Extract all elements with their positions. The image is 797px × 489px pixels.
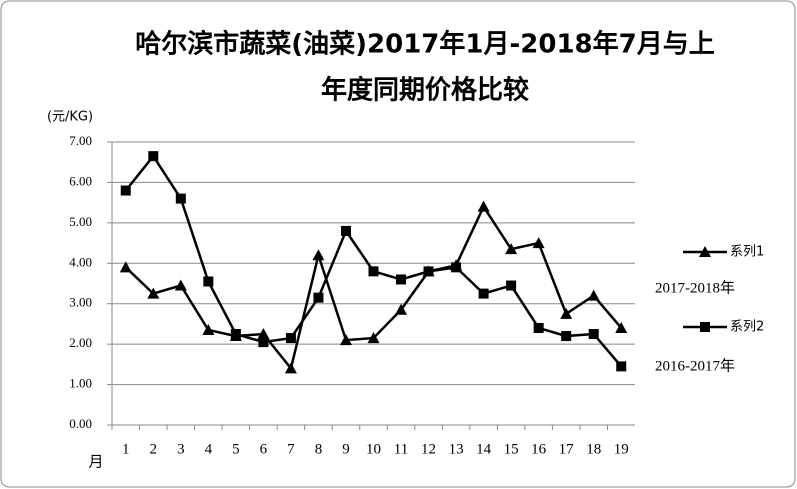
marker bbox=[119, 261, 132, 273]
marker bbox=[203, 276, 214, 287]
marker bbox=[505, 243, 518, 255]
legend-label: 系列1 bbox=[730, 245, 764, 260]
x-tick-label: 12 bbox=[421, 441, 436, 457]
y-tick-label: 1.00 bbox=[69, 376, 92, 391]
marker bbox=[340, 225, 351, 236]
x-tick-label: 9 bbox=[342, 441, 350, 457]
marker bbox=[284, 362, 297, 374]
x-tick-label: 13 bbox=[449, 441, 464, 457]
chart-title: 年度同期价格比较 bbox=[321, 75, 529, 106]
marker bbox=[700, 322, 710, 332]
marker bbox=[147, 287, 160, 299]
x-tick-label: 11 bbox=[394, 441, 408, 457]
marker bbox=[395, 303, 408, 315]
y-tick-label: 2.00 bbox=[69, 335, 92, 350]
marker bbox=[587, 289, 600, 301]
marker bbox=[616, 361, 627, 372]
marker bbox=[423, 266, 434, 277]
x-tick-label: 19 bbox=[614, 441, 629, 457]
marker bbox=[230, 329, 241, 340]
y-tick-label: 4.00 bbox=[69, 254, 92, 269]
marker bbox=[339, 334, 352, 346]
y-axis-label: (元/KG) bbox=[47, 110, 93, 125]
marker bbox=[561, 331, 572, 342]
marker bbox=[532, 237, 545, 249]
annotation: 2016-2017年 bbox=[655, 357, 735, 374]
marker bbox=[313, 292, 324, 303]
x-tick-label: 3 bbox=[177, 441, 185, 457]
legend-label: 系列2 bbox=[730, 320, 764, 335]
marker bbox=[451, 262, 462, 273]
x-tick-label: 5 bbox=[232, 441, 240, 457]
marker bbox=[396, 274, 407, 285]
x-tick-label: 1 bbox=[122, 441, 130, 457]
marker bbox=[312, 249, 325, 261]
marker bbox=[368, 266, 379, 277]
marker bbox=[506, 280, 517, 291]
marker bbox=[699, 246, 711, 257]
marker bbox=[257, 328, 270, 340]
marker bbox=[560, 307, 573, 319]
marker bbox=[367, 332, 380, 344]
y-tick-label: 5.00 bbox=[69, 214, 92, 229]
x-tick-label: 10 bbox=[366, 441, 381, 457]
x-tick-label: 15 bbox=[504, 441, 519, 457]
marker bbox=[615, 321, 628, 333]
x-tick-label: 18 bbox=[586, 441, 601, 457]
x-tick-label: 8 bbox=[315, 441, 323, 457]
marker bbox=[478, 288, 489, 299]
x-tick-label: 2 bbox=[150, 441, 158, 457]
marker bbox=[285, 333, 296, 344]
annotation: 2017-2018年 bbox=[655, 279, 735, 296]
x-axis-label: 月 bbox=[88, 453, 103, 471]
x-tick-label: 4 bbox=[205, 441, 213, 457]
x-tick-label: 17 bbox=[559, 441, 575, 457]
marker bbox=[258, 337, 269, 348]
x-tick-label: 14 bbox=[476, 441, 492, 457]
marker bbox=[533, 322, 544, 333]
x-tick-label: 16 bbox=[531, 441, 547, 457]
marker bbox=[148, 151, 159, 162]
y-tick-label: 3.00 bbox=[69, 295, 92, 310]
x-tick-label: 7 bbox=[287, 441, 295, 457]
marker bbox=[174, 279, 187, 291]
y-tick-label: 7.00 bbox=[69, 133, 92, 148]
x-tick-label: 6 bbox=[260, 441, 268, 457]
marker bbox=[202, 323, 215, 335]
chart-title: 哈尔滨市蔬菜(油菜)2017年1月-2018年7月与上 bbox=[135, 29, 714, 60]
y-tick-label: 6.00 bbox=[69, 173, 92, 188]
marker bbox=[175, 193, 186, 204]
y-tick-label: 0.00 bbox=[69, 416, 92, 431]
marker bbox=[120, 185, 131, 196]
marker bbox=[588, 329, 599, 340]
marker bbox=[477, 200, 490, 212]
